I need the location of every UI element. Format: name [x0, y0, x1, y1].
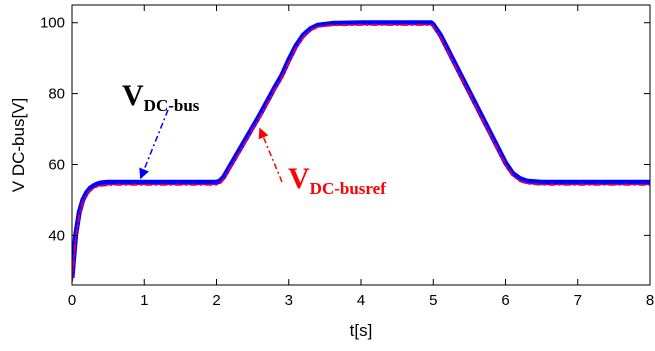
annotation-sub: DC-bus: [144, 96, 200, 115]
x-tick-label: 0: [68, 292, 76, 309]
annotation-main: V: [122, 79, 144, 112]
annotation-label: VDC-bus: [122, 79, 200, 115]
x-tick-label: 8: [646, 292, 654, 309]
ticks-layer: 0 1 2 3 4 5 6 7 8 40 60 80 100: [40, 5, 654, 309]
y-tick-label: 60: [48, 156, 65, 173]
y-axis-label: V DC-bus[V]: [9, 98, 28, 192]
x-tick-label: 6: [501, 292, 509, 309]
x-tick-label: 7: [574, 292, 582, 309]
series-layer: [72, 20, 650, 282]
annotation-sub: DC-busref: [310, 179, 387, 198]
plot-frame: [71, 4, 651, 286]
x-tick-label: 1: [140, 292, 148, 309]
y-tick-label: 80: [48, 86, 65, 103]
x-tick-label: 2: [212, 292, 220, 309]
x-tick-label: 3: [285, 292, 293, 309]
annotation-arrow: [258, 127, 283, 183]
x-axis-label: t[s]: [350, 321, 373, 340]
x-tick-label: 5: [429, 292, 437, 309]
annotation-arrow: [139, 109, 169, 180]
y-tick-label: 100: [40, 15, 65, 32]
y-tick-label: 40: [48, 227, 65, 244]
series-line-vdc-busref: [72, 23, 650, 282]
series-line-vdc-bus: [72, 20, 650, 279]
series-overlap-line: [72, 24, 650, 282]
x-tick-label: 4: [357, 292, 365, 309]
annotation-label: VDC-busref: [288, 162, 386, 198]
annotation-main: V: [288, 162, 310, 195]
